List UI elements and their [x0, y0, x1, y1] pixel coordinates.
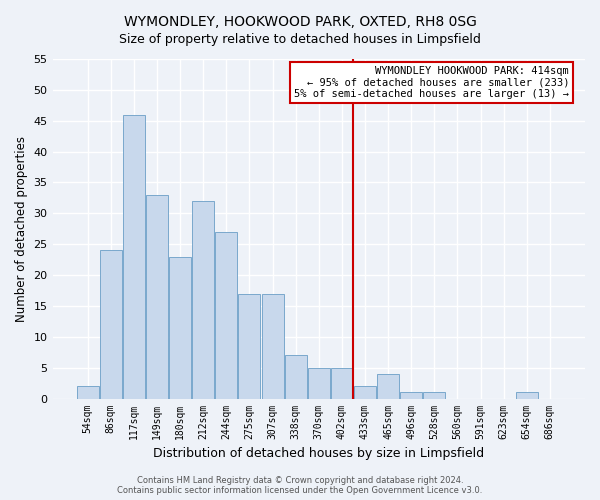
- Bar: [424, 392, 445, 398]
- Bar: [354, 386, 376, 398]
- Bar: [238, 294, 260, 399]
- Bar: [308, 368, 330, 398]
- Text: WYMONDLEY HOOKWOOD PARK: 414sqm
← 95% of detached houses are smaller (233)
5% of: WYMONDLEY HOOKWOOD PARK: 414sqm ← 95% of…: [294, 66, 569, 99]
- Text: Size of property relative to detached houses in Limpsfield: Size of property relative to detached ho…: [119, 32, 481, 46]
- Bar: [516, 392, 538, 398]
- Bar: [377, 374, 399, 398]
- Bar: [400, 392, 422, 398]
- Bar: [331, 368, 353, 398]
- Bar: [192, 201, 214, 398]
- Bar: [146, 195, 168, 398]
- X-axis label: Distribution of detached houses by size in Limpsfield: Distribution of detached houses by size …: [153, 447, 484, 460]
- Bar: [215, 232, 238, 398]
- Y-axis label: Number of detached properties: Number of detached properties: [15, 136, 28, 322]
- Text: WYMONDLEY, HOOKWOOD PARK, OXTED, RH8 0SG: WYMONDLEY, HOOKWOOD PARK, OXTED, RH8 0SG: [124, 15, 476, 29]
- Bar: [262, 294, 284, 399]
- Bar: [77, 386, 98, 398]
- Text: Contains HM Land Registry data © Crown copyright and database right 2024.
Contai: Contains HM Land Registry data © Crown c…: [118, 476, 482, 495]
- Bar: [169, 256, 191, 398]
- Bar: [123, 114, 145, 399]
- Bar: [284, 356, 307, 399]
- Bar: [100, 250, 122, 398]
